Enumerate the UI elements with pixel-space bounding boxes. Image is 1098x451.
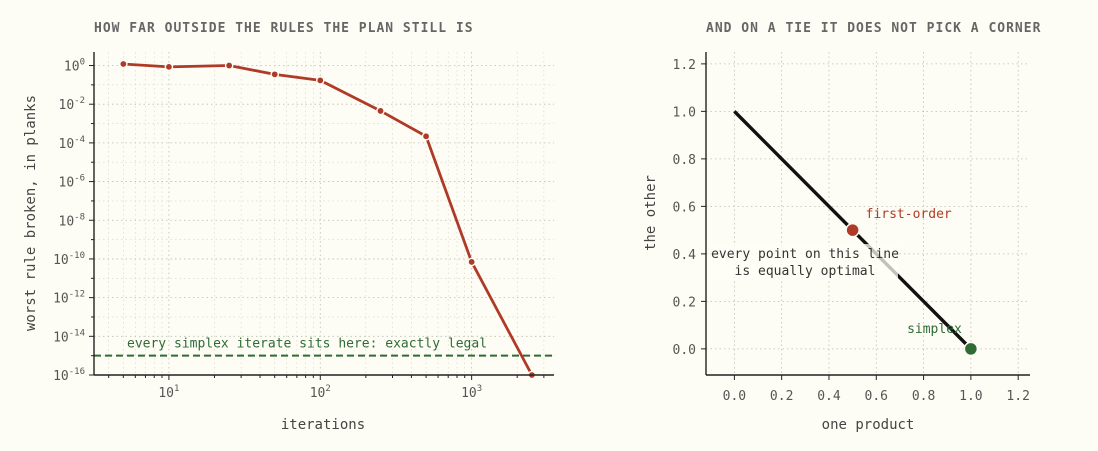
convergence-point <box>421 131 431 141</box>
left-y-tick-label: 10-4 <box>59 135 86 152</box>
left-grid <box>94 52 554 376</box>
right-x-tick-label: 1.2 <box>1006 389 1029 404</box>
right-x-axis-label: one product <box>822 417 915 433</box>
left-y-tick-label: 10-6 <box>59 174 86 191</box>
left-x-tick-label: 103 <box>461 384 482 401</box>
convergence-series <box>119 59 537 380</box>
right-x-ticks: 0.0 0.2 0.4 0.6 0.8 1.0 1.2 <box>723 375 1030 404</box>
tie-annotation: every point on this line is equally optim… <box>711 247 899 279</box>
right-y-tick-label: 0.6 <box>673 200 696 215</box>
simplex-label: simplex <box>907 322 962 337</box>
right-y-ticks: 0.0 0.2 0.4 0.6 0.8 1.0 1.2 <box>673 58 706 358</box>
left-y-ticks: 100 10-2 10-4 10-6 10-8 10-10 10-12 10-14 10-16 <box>53 58 94 384</box>
simplex-reference-label: every simplex iterate sits here: exactly… <box>127 337 487 352</box>
right-y-tick-label: 1.2 <box>673 58 696 73</box>
left-x-tick-label: 102 <box>310 384 331 401</box>
right-y-tick-label: 0.8 <box>673 153 696 168</box>
left-x-ticks: 101 102 103 <box>108 375 545 401</box>
right-x-tick-label: 0.0 <box>723 389 746 404</box>
right-y-axis-label: the other <box>643 175 659 251</box>
left-y-tick-label: 10-2 <box>59 96 86 113</box>
left-panel-title: HOW FAR OUTSIDE THE RULES THE PLAN STILL… <box>94 21 474 36</box>
left-x-tick-label: 101 <box>158 384 179 401</box>
convergence-point <box>376 106 385 116</box>
left-y-tick-label: 10-10 <box>53 251 85 268</box>
left-y-axis-label: worst rule broken, in planks <box>23 95 39 331</box>
convergence-line <box>123 62 534 376</box>
convergence-point <box>315 76 325 85</box>
right-y-tick-label: 0.0 <box>673 343 696 358</box>
right-x-tick-label: 0.4 <box>817 389 841 404</box>
right-axes <box>705 52 1030 376</box>
left-y-tick-label: 10-8 <box>59 212 86 229</box>
tie-annotation-background <box>712 244 898 280</box>
tie-content: every point on this line is equally optim… <box>711 110 979 357</box>
left-y-tick-label: 10-14 <box>53 328 85 345</box>
convergence-point <box>224 61 234 70</box>
right-y-tick-label: 1.0 <box>673 105 696 120</box>
right-x-tick-label: 0.8 <box>912 389 935 404</box>
left-x-axis-label: iterations <box>281 417 365 433</box>
first-order-point <box>845 222 860 238</box>
right-x-tick-label: 0.6 <box>865 389 888 404</box>
first-order-label: first-order <box>866 207 952 222</box>
left-y-tick-label: 10-16 <box>53 367 85 384</box>
convergence-point <box>119 59 128 69</box>
left-y-tick-label: 100 <box>64 58 85 75</box>
convergence-point <box>270 70 280 79</box>
convergence-point <box>467 257 476 267</box>
tie-panel: AND ON A TIE IT DOES NOT PICK A CORNER e… <box>643 21 1041 433</box>
simplex-reference: every simplex iterate sits here: exactly… <box>94 337 554 357</box>
right-panel-title: AND ON A TIE IT DOES NOT PICK A CORNER <box>706 21 1041 36</box>
left-y-tick-label: 10-12 <box>53 290 85 307</box>
convergence-point <box>164 62 174 72</box>
right-x-tick-label: 1.0 <box>959 389 982 404</box>
right-y-tick-label: 0.2 <box>673 295 696 310</box>
right-y-tick-label: 0.4 <box>673 248 697 263</box>
right-x-tick-label: 0.2 <box>770 389 793 404</box>
convergence-panel: HOW FAR OUTSIDE THE RULES THE PLAN STILL… <box>23 21 554 433</box>
simplex-point <box>963 341 979 357</box>
left-axes <box>93 52 554 376</box>
